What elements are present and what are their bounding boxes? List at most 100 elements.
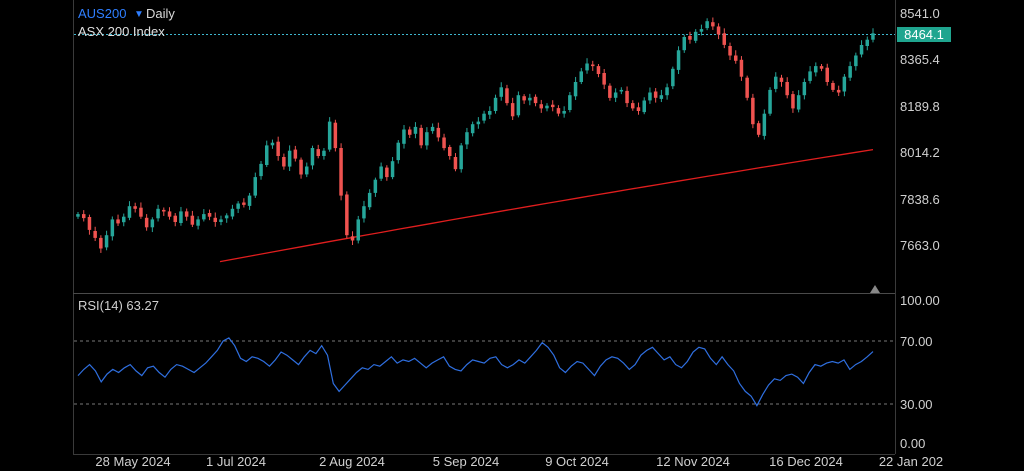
candle-body	[202, 214, 206, 220]
timeframe-label[interactable]: Daily	[146, 6, 175, 21]
candle-body	[127, 206, 132, 218]
candle-body	[516, 95, 521, 116]
candle-body	[265, 145, 269, 165]
candle-body	[476, 121, 481, 125]
candle-body	[270, 142, 275, 146]
candle-body	[373, 179, 378, 193]
rsi-tick-label: 30.00	[900, 397, 933, 412]
candle-body	[751, 97, 755, 125]
candle-body	[745, 77, 749, 98]
candle-body	[739, 59, 744, 77]
candle-body	[116, 219, 120, 224]
candle-body	[82, 214, 86, 219]
candle-body	[122, 216, 126, 223]
candle-body	[327, 121, 332, 150]
candle-body	[722, 33, 726, 45]
candle-body	[367, 192, 372, 208]
candle-body	[425, 132, 429, 146]
candle-body	[104, 235, 109, 248]
candle-body	[836, 89, 841, 93]
chevron-down-icon[interactable]: ▼	[134, 9, 144, 20]
candle-body	[682, 37, 686, 51]
candle-body	[510, 103, 515, 117]
candle-body	[808, 71, 812, 81]
price-tick-label: 8189.8	[900, 99, 940, 114]
candle-body	[573, 82, 578, 97]
time-tick-label: 22 Jan 202	[878, 454, 944, 469]
candle-body	[430, 126, 435, 132]
candle-body	[299, 159, 303, 175]
candle-body	[465, 132, 469, 145]
candle-body	[676, 50, 681, 70]
candle-body	[848, 66, 852, 78]
candle-body	[470, 124, 475, 134]
candle-body	[156, 208, 160, 219]
rsi-tick-label: 100.00	[900, 293, 940, 308]
candle-body	[390, 161, 395, 178]
candle-body	[190, 215, 195, 225]
candle-body	[699, 29, 704, 32]
candle-body	[711, 22, 715, 27]
candle-body	[659, 95, 664, 99]
scroll-to-latest-icon[interactable]	[870, 285, 880, 293]
rsi-indicator-label[interactable]: RSI(14) 63.27	[78, 298, 159, 313]
candle-body	[814, 66, 818, 73]
symbol-label[interactable]: AUS200	[78, 6, 127, 21]
candle-body	[282, 157, 286, 167]
time-tick-label: 1 Jul 2024	[206, 454, 266, 469]
candle-body	[482, 113, 486, 121]
candle-body	[619, 89, 624, 92]
candle-body	[179, 211, 183, 223]
candle-body	[693, 31, 698, 41]
candle-body	[545, 105, 549, 109]
candle-body	[865, 39, 869, 46]
candle-body	[459, 145, 463, 170]
candle-body	[322, 150, 326, 156]
price-tick-label: 8541.0	[900, 6, 940, 21]
candle-body	[213, 217, 217, 222]
candle-body	[162, 209, 166, 212]
candle-body	[528, 97, 532, 101]
candle-body	[259, 163, 263, 177]
candle-body	[93, 231, 97, 238]
time-tick-label: 28 May 2024	[95, 454, 171, 469]
candle-body	[796, 95, 801, 110]
candle-body	[716, 26, 721, 35]
candle-body	[99, 237, 103, 249]
candle-body	[345, 194, 349, 236]
candle-body	[396, 142, 400, 161]
candle-body	[150, 219, 155, 228]
candle-body	[305, 166, 309, 175]
candle-body	[242, 202, 246, 205]
candle-body	[276, 141, 280, 156]
rsi-tick-label: 0.00	[900, 436, 926, 451]
candle-body	[333, 122, 338, 149]
candle-body	[762, 113, 767, 136]
candle-body	[779, 77, 784, 82]
candle-body	[173, 215, 177, 222]
candle-body	[87, 217, 92, 230]
candle-body	[854, 55, 858, 67]
candle-body	[505, 88, 509, 104]
candle-body	[568, 95, 572, 110]
rsi-layer	[77, 337, 874, 407]
candle-body	[522, 96, 526, 101]
candle-body	[493, 97, 498, 111]
candle-body	[110, 219, 115, 237]
instrument-name: ASX 200 Index	[78, 24, 165, 39]
candle-body	[556, 108, 561, 114]
candle-body	[362, 206, 366, 219]
time-tick-label: 16 Dec 2024	[769, 454, 843, 469]
candle-body	[310, 148, 315, 166]
candle-body	[385, 167, 389, 178]
candle-body	[791, 94, 795, 109]
price-tick-label: 7663.0	[900, 238, 940, 253]
candle-body	[533, 96, 538, 104]
candle-body	[436, 127, 441, 138]
candle-body	[596, 66, 601, 74]
candle-body	[579, 71, 583, 82]
candle-body	[253, 177, 257, 196]
price-tick-label: 8014.2	[900, 145, 940, 160]
candle-body	[631, 103, 635, 109]
